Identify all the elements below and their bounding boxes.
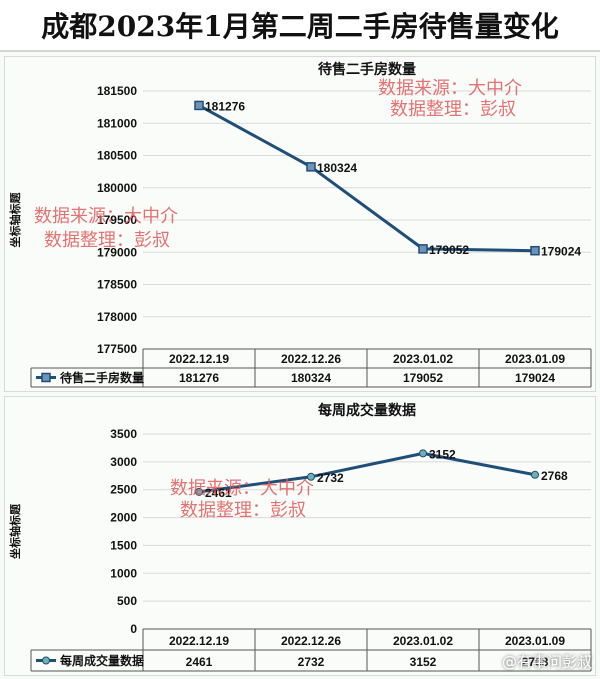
- legend-label: 待售二手房数量: [60, 370, 144, 385]
- x-tick-label: 2023.01.02: [393, 352, 453, 366]
- data-point: [419, 449, 427, 458]
- watermark-editor: 数据整理：彭叔: [44, 230, 170, 251]
- inventory-chart-panel: 待售二手房数量 坐标轴标题 177500 178000 178500 179000 1795…: [4, 56, 596, 392]
- data-point: [307, 472, 315, 481]
- data-point: [194, 100, 204, 111]
- data-label: 3152: [429, 447, 456, 461]
- watermark-source: 数据来源：大中介: [378, 78, 522, 99]
- y-tick-label: 0: [130, 622, 137, 636]
- page-title: 成都2023年1月第二周二手房待售量变化: [0, 0, 600, 52]
- table-value: 3152: [410, 655, 437, 669]
- chart-title: 待售二手房数量: [318, 61, 416, 77]
- data-label: 2768: [541, 469, 568, 483]
- data-point: [306, 162, 316, 172]
- data-label: 2732: [317, 471, 344, 485]
- table-value: 179024: [515, 371, 555, 385]
- y-tick-label: 181000: [97, 116, 137, 130]
- y-axis-title: 坐标轴标题: [8, 192, 22, 248]
- y-tick-label: 180500: [97, 149, 137, 163]
- inventory-line-chart: 待售二手房数量坐标轴标题1775001780001785001790001795…: [8, 61, 592, 388]
- y-tick-label: 179500: [97, 213, 137, 227]
- data-label: 2461: [205, 486, 232, 500]
- data-label: 179024: [541, 245, 581, 259]
- chart-title: 每周成交量数据: [318, 402, 416, 418]
- brand-watermark: @有事问彭叔: [501, 653, 592, 671]
- transactions-line-chart: 每周成交量数据坐标轴标题0500100015002000250030003500…: [8, 402, 592, 672]
- data-label: 180324: [317, 161, 357, 175]
- table-value: 181276: [179, 371, 219, 385]
- table-value: 2732: [298, 655, 325, 669]
- y-axis-title: 坐标轴标题: [8, 503, 22, 559]
- y-tick-label: 3000: [110, 455, 137, 469]
- x-tick-label: 2022.12.26: [281, 352, 341, 366]
- table-value: 180324: [291, 371, 331, 385]
- x-tick-label: 2022.12.26: [281, 634, 341, 648]
- table-value: 179052: [403, 371, 443, 385]
- data-label: 179052: [429, 243, 469, 257]
- data-point: [530, 245, 540, 256]
- transactions-chart-panel: 每周成交量数据 坐标轴标题 0 500 1000 1500 2000 2500 3000 3500…: [4, 396, 596, 676]
- y-tick-label: 3500: [110, 427, 137, 441]
- y-tick-label: 2500: [110, 483, 137, 497]
- watermark-editor: 数据整理：彭叔: [180, 500, 306, 521]
- y-tick-label: 180000: [97, 181, 137, 195]
- table-value: 2461: [186, 655, 213, 669]
- y-tick-label: 178000: [97, 310, 137, 324]
- data-label: 181276: [205, 99, 245, 113]
- y-tick-label: 179000: [97, 245, 137, 259]
- x-tick-label: 2022.12.19: [169, 634, 229, 648]
- x-tick-label: 2023.01.09: [505, 352, 565, 366]
- y-tick-label: 177500: [97, 342, 137, 356]
- x-tick-label: 2023.01.09: [505, 634, 565, 648]
- x-tick-label: 2022.12.19: [169, 352, 229, 366]
- data-point: [195, 487, 203, 496]
- y-tick-label: 1000: [110, 566, 137, 580]
- series-line: [198, 451, 536, 494]
- y-tick-label: 1500: [110, 538, 137, 552]
- y-tick-label: 178500: [97, 278, 137, 292]
- watermark-source: 数据来源：大中介: [34, 206, 178, 227]
- legend-marker: [42, 656, 50, 665]
- watermark-source: 数据来源：大中介: [170, 478, 314, 499]
- y-tick-label: 181500: [97, 84, 137, 98]
- y-tick-label: 2000: [110, 511, 137, 525]
- watermark-editor: 数据整理：彭叔: [390, 99, 516, 120]
- data-point: [418, 244, 428, 254]
- legend-label: 每周成交量数据: [60, 653, 144, 668]
- x-tick-label: 2023.01.02: [393, 634, 453, 648]
- legend-marker: [41, 372, 51, 383]
- series-line: [198, 104, 536, 253]
- data-point: [531, 470, 539, 479]
- y-tick-label: 500: [117, 594, 137, 608]
- table-value: 2768: [522, 655, 549, 669]
